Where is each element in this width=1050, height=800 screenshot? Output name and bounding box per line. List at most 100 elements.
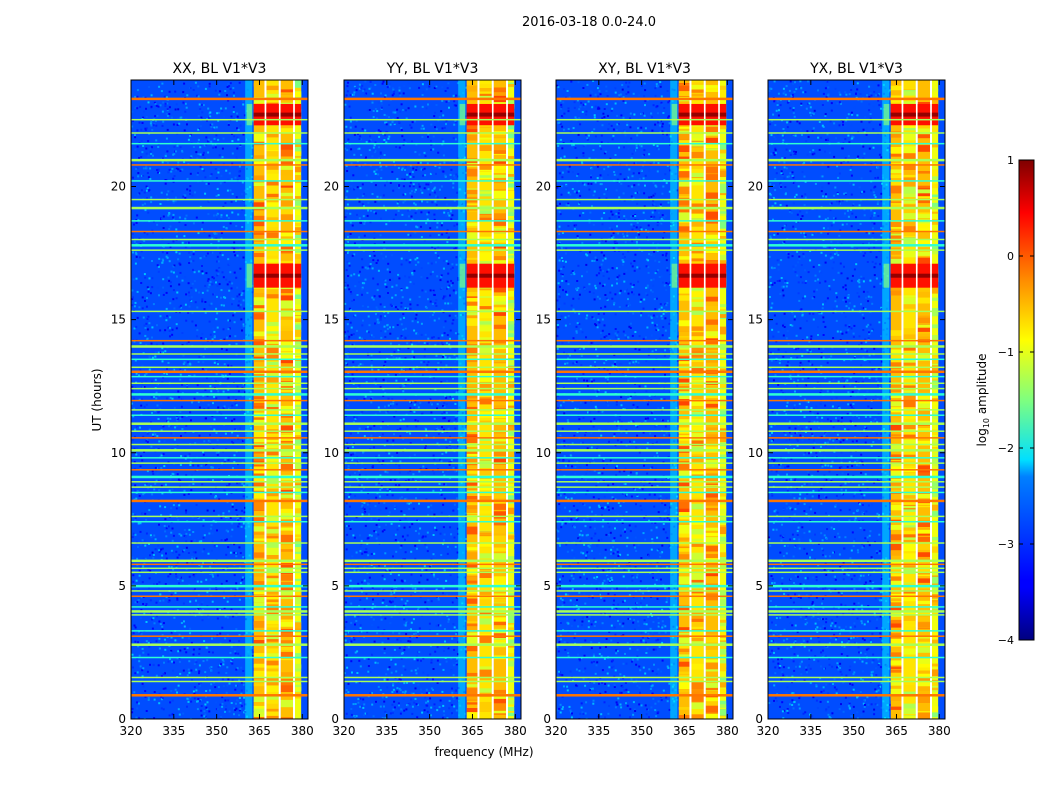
rfi-line — [131, 469, 308, 471]
rfi-line — [768, 430, 945, 432]
rfi-line — [131, 499, 308, 503]
channel-texture — [903, 81, 916, 719]
rfi-line — [344, 486, 521, 488]
rfi-line — [768, 499, 945, 503]
channel-gap — [718, 80, 721, 719]
strong-event-core — [466, 112, 478, 117]
rfi-line — [344, 164, 521, 166]
rfi-line — [768, 244, 945, 247]
rfi-line — [344, 358, 521, 361]
rfi-line — [344, 249, 521, 251]
rfi-line — [344, 635, 521, 637]
rfi-line — [131, 656, 308, 659]
x-tick-label: 335 — [162, 724, 185, 738]
rfi-line — [344, 481, 521, 483]
rfi-line — [344, 520, 521, 523]
rfi-line — [768, 230, 945, 233]
rfi-line — [131, 375, 308, 378]
strong-event-core — [691, 273, 704, 278]
rfi-line — [768, 635, 945, 637]
rfi-line — [131, 118, 308, 121]
rfi-line — [556, 614, 733, 616]
colorbar-frame — [1018, 159, 1035, 641]
strong-event-core — [493, 112, 507, 117]
rfi-line — [344, 571, 521, 574]
rfi-line — [131, 132, 308, 134]
rfi-line — [344, 614, 521, 616]
x-tick-label: 365 — [673, 724, 696, 738]
colorbar-label: log10 amplitude — [975, 354, 991, 447]
rfi-line — [556, 206, 733, 210]
x-tick-label: 320 — [545, 724, 568, 738]
rfi-line — [344, 590, 521, 592]
rfi-line — [768, 310, 945, 313]
rfi-line — [768, 563, 945, 566]
colorbar-tick-label: −2 — [998, 442, 1014, 455]
rfi-line — [768, 443, 945, 446]
colorbar-tick-label: 0 — [1007, 250, 1014, 263]
rfi-line — [556, 481, 733, 483]
rfi-line — [344, 606, 521, 608]
rfi-line — [344, 345, 521, 348]
x-tick-label: 350 — [205, 724, 228, 738]
rfi-line — [344, 387, 521, 390]
rfi-line — [131, 610, 308, 613]
rfi-line — [344, 680, 521, 683]
rfi-line — [556, 244, 733, 247]
panel-title: YY, BL V1*V3 — [386, 61, 479, 77]
rfi-line — [768, 656, 945, 659]
strong-event-core — [479, 273, 492, 278]
rfi-line — [344, 567, 521, 570]
rfi-line — [344, 499, 521, 503]
channel-gap — [915, 80, 918, 719]
rfi-line — [556, 430, 733, 432]
y-tick-label: 10 — [111, 446, 126, 460]
rfi-line — [131, 345, 308, 348]
rfi-line — [556, 515, 733, 518]
panel-yy: YY, BL V1*V3 320 335 350 365 380 0 5 10 15 20 — [324, 61, 527, 738]
y-tick-label: 20 — [536, 180, 551, 194]
x-tick-label: 365 — [885, 724, 908, 738]
rfi-line — [344, 491, 521, 494]
colorbar-tick-label: −3 — [998, 538, 1014, 551]
panel-title: XY, BL V1*V3 — [598, 61, 691, 77]
rfi-line — [768, 180, 945, 182]
rfi-line — [768, 422, 945, 425]
y-tick-label: 20 — [748, 180, 763, 194]
rfi-line — [556, 462, 733, 464]
x-axis-label: frequency (MHz) — [434, 745, 533, 759]
rfi-line — [768, 614, 945, 616]
rfi-line — [344, 422, 521, 425]
rfi-line — [131, 571, 308, 574]
rfi-line — [131, 339, 308, 342]
rfi-line — [344, 353, 521, 355]
rfi-line — [556, 118, 733, 121]
rfi-line — [556, 409, 733, 411]
rfi-line — [556, 310, 733, 313]
rfi-line — [556, 437, 733, 439]
rfi-line — [344, 370, 521, 374]
rfi-line — [768, 220, 945, 222]
panel-title: YX, BL V1*V3 — [809, 61, 903, 77]
heatmap-image — [556, 80, 733, 719]
rfi-line — [344, 584, 521, 588]
panel-yx: YX, BL V1*V3 320 335 350 365 380 0 5 10 15 20 — [748, 61, 951, 738]
rfi-line — [556, 345, 733, 348]
y-tick-label: 15 — [324, 313, 339, 327]
rfi-line — [131, 563, 308, 566]
rfi-line — [556, 469, 733, 471]
rfi-line — [556, 375, 733, 378]
strong-event-core — [507, 112, 515, 117]
rfi-line — [768, 370, 945, 374]
rfi-line — [556, 630, 733, 632]
rfi-line — [131, 443, 308, 446]
strong-event-core — [280, 273, 294, 278]
rfi-line — [556, 606, 733, 608]
rfi-line — [344, 430, 521, 432]
axes-frame — [767, 79, 946, 720]
strong-event-core — [917, 273, 931, 278]
rfi-line — [131, 387, 308, 390]
channel-gap — [293, 80, 296, 719]
rfi-line — [131, 158, 308, 162]
